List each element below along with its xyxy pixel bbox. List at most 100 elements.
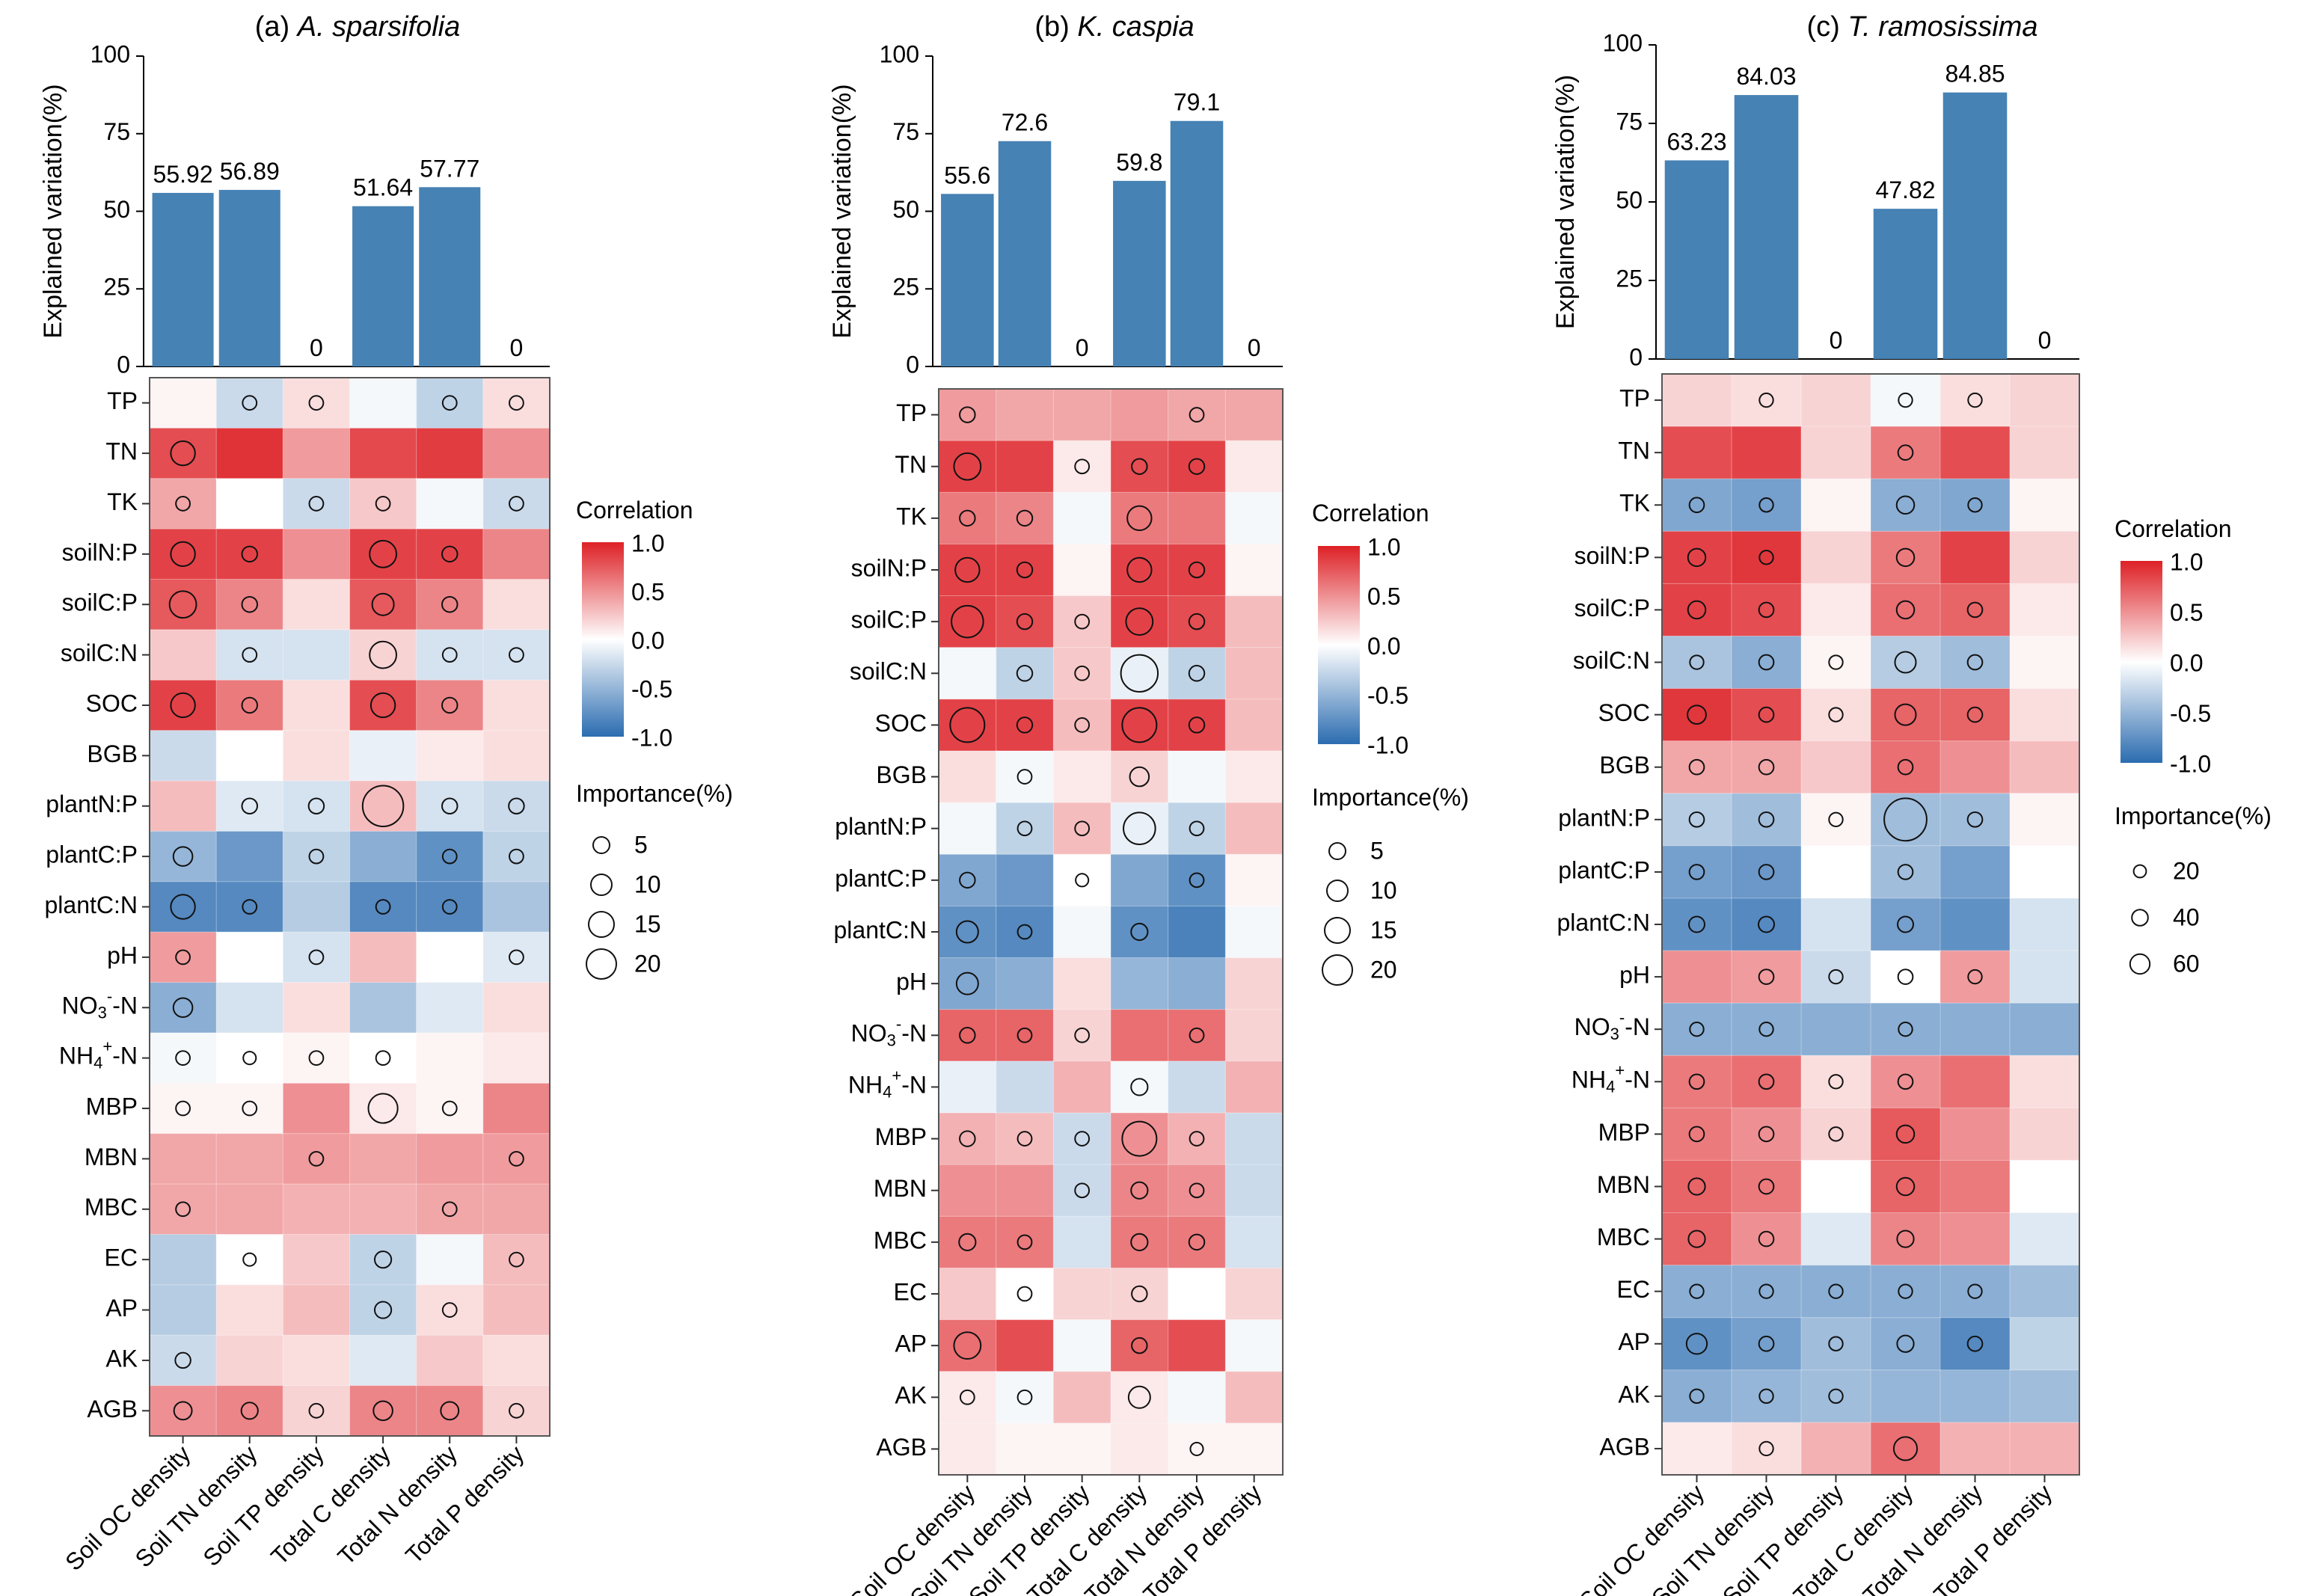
importance-circle: [1688, 915, 1705, 933]
importance-circle: [168, 590, 197, 619]
importance-circle: [175, 949, 191, 966]
row-label: EC: [1617, 1276, 1650, 1303]
heatmap-cell: [996, 595, 1055, 648]
heatmap-cell: [1052, 853, 1112, 907]
correlation-colorbar: [2121, 561, 2162, 763]
heatmap-cell: [416, 881, 484, 933]
heatmap-cell: [482, 881, 551, 933]
row-label: pH: [107, 942, 138, 969]
heatmap-cell: [215, 1133, 284, 1185]
importance-circle: [241, 797, 258, 814]
heatmap-cell: [1870, 1002, 1941, 1057]
heatmap-cell: [416, 1385, 484, 1437]
heatmap-cell: [1731, 845, 1802, 899]
row-label: soilC:P: [1574, 595, 1650, 621]
row-label: TN: [1618, 438, 1650, 464]
heatmap-cell: [1168, 750, 1227, 804]
importance-circle: [369, 692, 396, 719]
heatmap-cell: [1731, 897, 1802, 952]
importance-circle: [1126, 556, 1153, 583]
heatmap-cell: [1168, 957, 1227, 1010]
importance-circle: [242, 1252, 257, 1267]
heatmap-cell: [1661, 530, 1732, 585]
importance-circle: [1130, 1233, 1149, 1251]
importance-circle: [375, 1050, 391, 1066]
importance-circle: [1687, 547, 1707, 568]
heatmap-cell: [1110, 1267, 1169, 1321]
bar-value-label: 56.89: [220, 158, 280, 185]
heatmap-cell: [1224, 1319, 1284, 1372]
heatmap-cell: [482, 1233, 551, 1286]
heatmap-cell: [1800, 1422, 1871, 1476]
heatmap-cell: [2009, 793, 2080, 847]
importance-circle: [1131, 458, 1148, 475]
row-label: MBP: [1598, 1119, 1650, 1146]
heatmap-cell: [349, 1032, 417, 1084]
importance-circle: [1188, 561, 1206, 579]
importance-circle: [1896, 1334, 1915, 1353]
heatmap-cell: [1052, 802, 1112, 856]
panel-species: A. sparsifolia: [296, 11, 461, 43]
row-label: pH: [896, 969, 927, 995]
heatmap-cell: [938, 957, 997, 1010]
heatmap-cell: [482, 780, 551, 832]
heatmap-cell: [1870, 1212, 1941, 1266]
panel-label: (b): [1034, 11, 1077, 43]
heatmap-cell: [1870, 688, 1941, 742]
bar-y-tick-label: 100: [880, 40, 919, 67]
row-label: plantN:P: [835, 813, 927, 840]
heatmap-cell: [1731, 478, 1802, 532]
heatmap-cell: [1800, 373, 1871, 428]
heatmap-cell: [149, 377, 218, 429]
importance-circle: [509, 395, 524, 411]
importance-circle: [172, 997, 194, 1019]
row-label: SOC: [1598, 699, 1650, 726]
importance-circle: [1828, 969, 1844, 985]
row-label: soilC:N: [1573, 647, 1650, 674]
importance-circle: [1016, 769, 1033, 785]
bar: [1942, 92, 2008, 359]
heatmap-cell: [1661, 1107, 1732, 1161]
heatmap-cell: [1870, 740, 1941, 794]
importance-circle: [1898, 392, 1913, 408]
heatmap-cell: [1110, 595, 1169, 648]
bar-y-axis-label: Explained variation(%): [39, 84, 67, 338]
importance-circle: [173, 1401, 193, 1421]
heatmap-cell: [1110, 1319, 1169, 1372]
heatmap-cell: [1939, 1212, 2011, 1266]
heatmap-cell: [1661, 635, 1732, 690]
bar-value-label: 0: [2038, 327, 2052, 354]
heatmap-cell: [282, 528, 351, 580]
importance-circle: [1828, 811, 1844, 828]
heatmap-cell: [1110, 802, 1169, 856]
heatmap-cell: [2009, 740, 2080, 794]
heatmap-cell: [2009, 426, 2080, 480]
heatmap-cell: [149, 629, 218, 681]
heatmap-cell: [1110, 699, 1169, 752]
heatmap-cell: [1110, 957, 1169, 1010]
heatmap-cell: [996, 750, 1055, 804]
heatmap-cell: [1168, 1009, 1227, 1062]
heatmap-cell: [1800, 1317, 1871, 1371]
importance-circle: [1016, 1131, 1033, 1147]
heatmap-cell: [996, 1215, 1055, 1269]
importance-circle: [1016, 613, 1034, 630]
heatmap-cell: [1939, 1317, 2011, 1371]
row-label: BGB: [1599, 752, 1650, 779]
importance-circle: [1689, 1388, 1705, 1405]
panel-species: K. caspia: [1077, 11, 1194, 43]
heatmap-cell: [1224, 543, 1284, 597]
heatmap-cell: [1110, 1009, 1169, 1062]
importance-circle: [1894, 651, 1917, 674]
heatmap-cell: [1168, 1164, 1227, 1218]
importance-circle: [170, 541, 196, 568]
importance-circle: [1967, 392, 1983, 408]
row-label: plantC:N: [834, 916, 927, 943]
heatmap-cell: [1661, 373, 1732, 428]
bar-y-tick-label: 25: [1616, 265, 1643, 292]
heatmap-cell: [1870, 950, 1941, 1004]
heatmap-cell: [282, 1385, 351, 1437]
importance-circle: [1074, 1027, 1091, 1043]
importance-circle: [1966, 1335, 1984, 1352]
